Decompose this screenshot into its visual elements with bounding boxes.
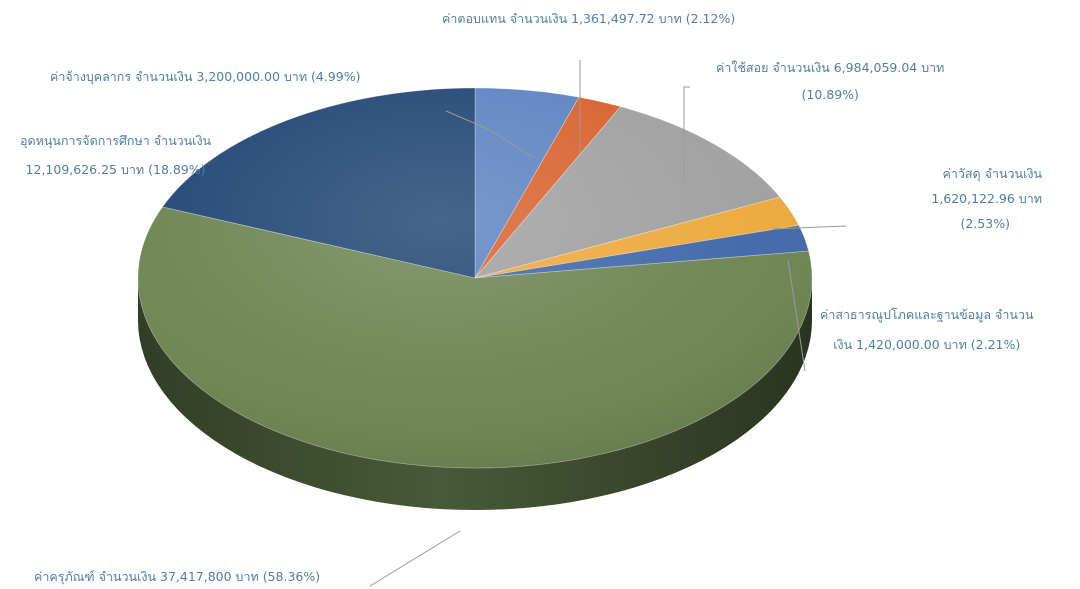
leader-line-0 bbox=[445, 110, 535, 159]
slice-label-line: ค่าวัสดุ จำนวนเงิน bbox=[942, 166, 1043, 181]
leader-lines bbox=[369, 60, 847, 587]
slice-label-line: (10.89%) bbox=[801, 87, 859, 102]
slice-label-line: ค่าครุภัณฑ์ จำนวนเงิน 37,417,800 บาท (58… bbox=[34, 569, 321, 584]
slice-label-line: ค่าจ้างบุคลากร จำนวนเงิน 3,200,000.00 บา… bbox=[50, 69, 361, 84]
slice-label-line: เงิน 1,420,000.00 บาท (2.21%) bbox=[833, 337, 1021, 352]
leader-line-3 bbox=[771, 225, 847, 230]
slice-label-compensation: ค่าตอบแทน จำนวนเงิน 1,361,497.72 บาท (2.… bbox=[442, 8, 735, 29]
slice-label-utilities: ค่าสาธารณูปโภคและฐานข้อมูล จำนวน เงิน 1,… bbox=[820, 304, 1034, 355]
pie-top-group bbox=[137, 87, 813, 469]
leader-line-5 bbox=[369, 530, 461, 587]
slice-label-personnel: ค่าจ้างบุคลากร จำนวนเงิน 3,200,000.00 บา… bbox=[50, 66, 361, 87]
slice-label-line: อุดหนุนการจัดการศึกษา จำนวนเงิน bbox=[20, 133, 212, 148]
slice-label-education-subsidy: อุดหนุนการจัดการศึกษา จำนวนเงิน 12,109,6… bbox=[20, 130, 211, 180]
slice-label-line: ค่าตอบแทน จำนวนเงิน 1,361,497.72 บาท (2.… bbox=[442, 11, 736, 26]
slice-label-line: 12,109,626.25 บาท (18.89%) bbox=[25, 162, 206, 177]
slice-label-line: (2.53%) bbox=[960, 216, 1010, 231]
leader-line-2 bbox=[683, 86, 690, 184]
slice-label-line: ค่าใช้สอย จำนวนเงิน 6,984,059.04 บาท bbox=[716, 60, 945, 75]
leader-line-4 bbox=[787, 259, 806, 372]
slice-label-operating: ค่าใช้สอย จำนวนเงิน 6,984,059.04 บาท (10… bbox=[716, 57, 944, 105]
slice-label-line: 1,620,122.96 บาท bbox=[931, 191, 1042, 206]
slice-label-materials: ค่าวัสดุ จำนวนเงิน 1,620,122.96 บาท (2.5… bbox=[931, 163, 1042, 234]
slice-label-equipment: ค่าครุภัณฑ์ จำนวนเงิน 37,417,800 บาท (58… bbox=[34, 566, 320, 587]
slice-label-line: ค่าสาธารณูปโภคและฐานข้อมูล จำนวน bbox=[820, 307, 1034, 322]
